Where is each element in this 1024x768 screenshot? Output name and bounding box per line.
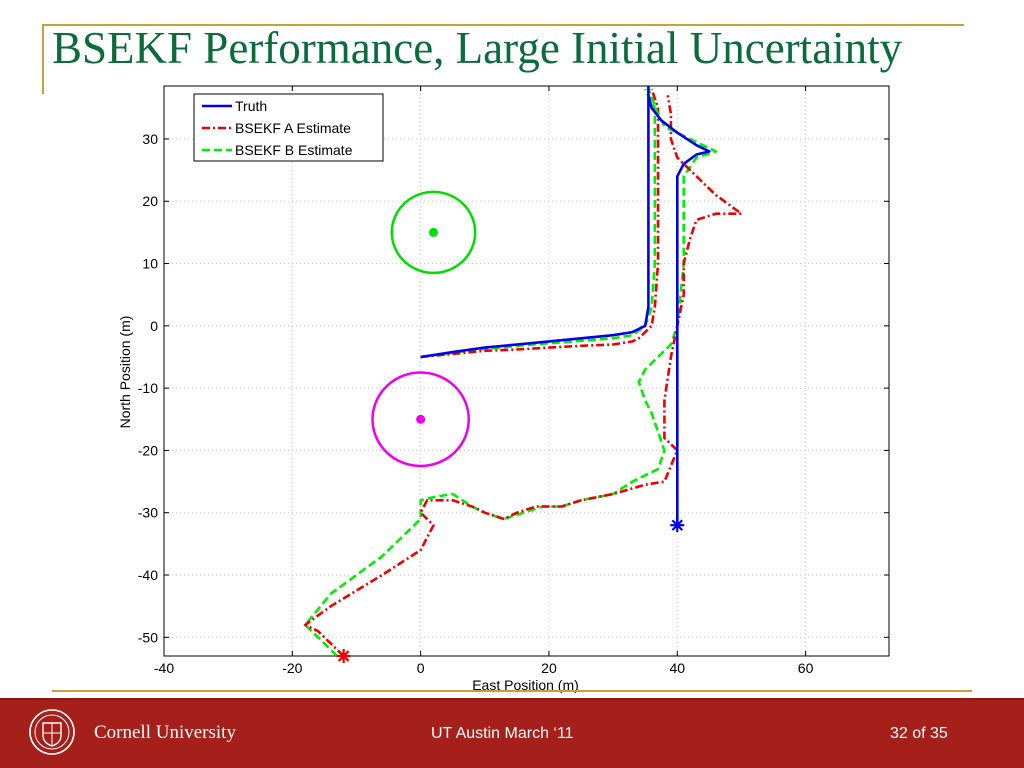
series-line-continuation-3 — [420, 88, 660, 359]
y-tick-label: 30 — [142, 131, 158, 147]
x-tick-label: 60 — [798, 660, 814, 676]
x-tick-label: -40 — [154, 660, 174, 676]
plot-frame — [163, 85, 890, 657]
x-tick-label: 40 — [669, 660, 685, 676]
y-tick-label: -40 — [138, 567, 158, 583]
footer-bar: Cornell University UT Austin March ‘11 3… — [0, 698, 1024, 768]
title-left-rule — [42, 24, 44, 94]
beacon-dot — [428, 227, 438, 237]
y-tick-label: -50 — [138, 629, 158, 645]
title-top-rule — [42, 24, 964, 26]
legend-label: BSEKF A Estimate — [235, 120, 351, 136]
x-axis-label: East Position (m) — [472, 677, 579, 693]
series-line-truth — [420, 86, 711, 526]
y-tick-label: 20 — [142, 193, 158, 209]
y-tick-label: 0 — [150, 318, 158, 334]
slide-title: BSEKF Performance, Large Initial Uncerta… — [52, 23, 903, 73]
legend-label: Truth — [235, 98, 267, 114]
x-tick-label: 20 — [541, 660, 557, 676]
beacon-dot — [416, 414, 426, 424]
footer-top-line — [0, 698, 1024, 700]
asterisk-stroke — [671, 519, 684, 531]
footer-rule — [52, 690, 972, 692]
asterisk-marker — [336, 649, 351, 663]
x-tick-label: 0 — [417, 660, 425, 676]
uncertainty-circle — [390, 190, 477, 275]
y-tick-label: -20 — [138, 442, 158, 458]
y-axis-label: North Position (m) — [117, 316, 133, 429]
asterisk-marker — [670, 518, 685, 533]
series-line-bsekf-a-estimate — [303, 95, 743, 656]
slide-number: 32 of 35 — [890, 725, 948, 742]
cornell-seal-icon — [29, 709, 75, 755]
uncertainty-circle — [371, 371, 471, 468]
x-tick-label: -20 — [282, 660, 302, 676]
footer-event-text: UT Austin March ‘11 — [431, 725, 574, 742]
legend-label: BSEKF B Estimate — [235, 142, 353, 158]
y-tick-label: 10 — [142, 256, 158, 272]
y-tick-label: -30 — [138, 505, 158, 521]
university-name: Cornell University — [94, 722, 236, 743]
series-line-bsekf-b-estimate — [303, 88, 718, 656]
asterisk-stroke — [337, 650, 350, 662]
y-tick-label: -10 — [138, 380, 158, 396]
trajectory-chart: -40 -20 0 20 40 60 -50 -40 -30 -20 -10 0 10 20 30 East … — [117, 85, 890, 693]
plot-area — [164, 86, 889, 656]
